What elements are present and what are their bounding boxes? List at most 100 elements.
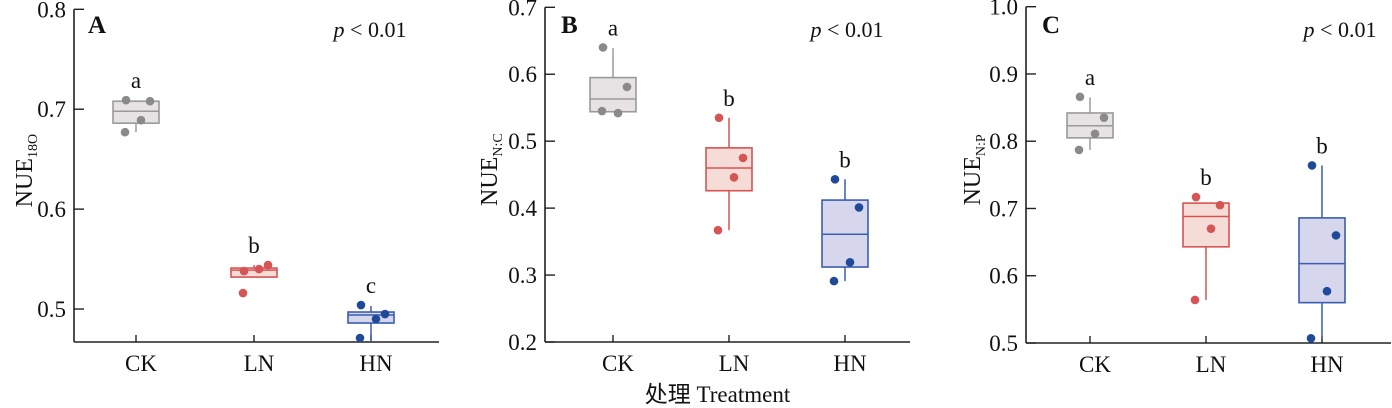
box-ln: b [1182, 165, 1230, 305]
x-tick-label: LN [1196, 352, 1227, 377]
data-point [380, 309, 390, 319]
data-point [845, 258, 855, 267]
y-tick-label: 0.7 [508, 0, 537, 20]
panel-label: A [88, 12, 106, 39]
data-point [239, 266, 249, 276]
significance-letter: b [1200, 165, 1212, 190]
data-point [1191, 192, 1201, 202]
significance-letter: a [608, 15, 618, 40]
p-value-annotation: p < 0.01 [1302, 17, 1377, 42]
box-ck: a [589, 15, 637, 118]
data-point [145, 96, 155, 106]
p-value-annotation: p < 0.01 [809, 17, 884, 42]
data-point [854, 203, 864, 212]
data-point [1190, 295, 1200, 305]
x-tick-label: CK [1079, 352, 1111, 377]
data-point [714, 113, 724, 123]
data-point [1090, 129, 1100, 139]
data-point [254, 264, 264, 274]
data-point [121, 95, 131, 105]
box-iqr [230, 267, 278, 278]
box-iqr [1182, 202, 1230, 248]
panel-label: B [561, 12, 578, 39]
x-tick-label: LN [244, 351, 275, 376]
x-tick-label: HN [359, 351, 393, 376]
y-axis-label: NUEN:C [477, 133, 506, 206]
box-ck: a [1066, 65, 1114, 155]
data-point [613, 108, 623, 118]
box-iqr [347, 311, 395, 324]
significance-letter: a [131, 68, 141, 93]
data-point [713, 225, 723, 235]
y-label-main: NUE [477, 157, 503, 206]
data-point [1099, 113, 1109, 122]
data-point [830, 175, 840, 184]
y-axis-label: NUE18O [12, 134, 41, 207]
data-point [1215, 200, 1225, 210]
y-tick-label: 0.4 [508, 196, 537, 221]
y-tick-label: 0.6 [508, 62, 537, 87]
data-point [1206, 224, 1216, 233]
panel-c: 0.5 0.6 0.7 0.8 0.9 1.0 CK LN HN NUEN:P C p < 0.01 a… [960, 0, 1391, 377]
x-tick-label: HN [1310, 352, 1344, 377]
y-tick-label: 0.2 [508, 330, 537, 355]
box-iqr [1298, 217, 1346, 304]
data-point [1322, 286, 1332, 296]
data-point [622, 82, 632, 92]
significance-letter: a [1085, 65, 1095, 90]
y-tick-label: 0.7 [37, 97, 66, 122]
data-point [729, 173, 739, 182]
data-point [829, 276, 839, 286]
box-hn: b [1298, 133, 1346, 343]
box-iqr [589, 76, 637, 113]
data-point [738, 153, 748, 163]
data-point [1331, 231, 1341, 240]
data-point [356, 300, 366, 310]
y-tick-label: 0.7 [989, 196, 1018, 221]
panel-label: C [1042, 12, 1060, 39]
significance-letter: c [366, 273, 376, 298]
data-point [1306, 333, 1316, 343]
data-point [120, 127, 130, 137]
x-tick-label: HN [833, 351, 867, 376]
y-label-subscript: N:C [491, 133, 506, 156]
significance-letter: b [1316, 133, 1328, 158]
data-point [1307, 161, 1317, 170]
p-value-annotation: p < 0.01 [332, 17, 407, 42]
significance-letter: b [248, 233, 260, 258]
y-tick-label: 0.8 [37, 0, 66, 22]
x-tick-label: LN [719, 351, 750, 376]
data-point [1075, 92, 1085, 102]
box-ln: b [230, 233, 278, 298]
y-label-subscript: N:P [974, 134, 989, 156]
x-tick-label: CK [602, 351, 634, 376]
y-tick-label: 0.9 [989, 62, 1018, 87]
data-point [136, 115, 146, 125]
y-axis-label: NUEN:P [960, 134, 989, 205]
box-hn: b [821, 147, 869, 286]
data-point [597, 106, 607, 116]
y-tick-label: 0.6 [989, 264, 1018, 289]
box-ck: a [112, 68, 160, 137]
y-label-main: NUE [960, 156, 986, 205]
y-tick-label: 1.0 [989, 0, 1018, 20]
box-iqr [112, 100, 160, 124]
x-tick-label: CK [125, 351, 157, 376]
y-tick-label: 0.8 [989, 129, 1018, 154]
y-label-main: NUE [12, 158, 38, 207]
data-point [1074, 145, 1084, 155]
significance-letter: b [723, 86, 735, 111]
y-tick-label: 0.5 [37, 297, 66, 322]
y-tick-label: 0.3 [508, 263, 537, 288]
data-point [355, 333, 365, 343]
y-tick-label: 0.5 [989, 331, 1018, 356]
data-point [263, 260, 273, 270]
y-tick-label: 0.5 [508, 129, 537, 154]
significance-letter: b [839, 147, 851, 172]
panel-b: 0.2 0.3 0.4 0.5 0.6 0.7 CK LN HN NUEN:C B p < 0.01 处… [477, 0, 910, 407]
box-ln: b [705, 86, 753, 235]
box-hn: c [347, 273, 395, 343]
y-tick-label: 0.6 [37, 197, 66, 222]
panel-a: 0.5 0.6 0.7 0.8 CK LN HN NUE18O A p < 0.01 a b c [12, 0, 439, 376]
